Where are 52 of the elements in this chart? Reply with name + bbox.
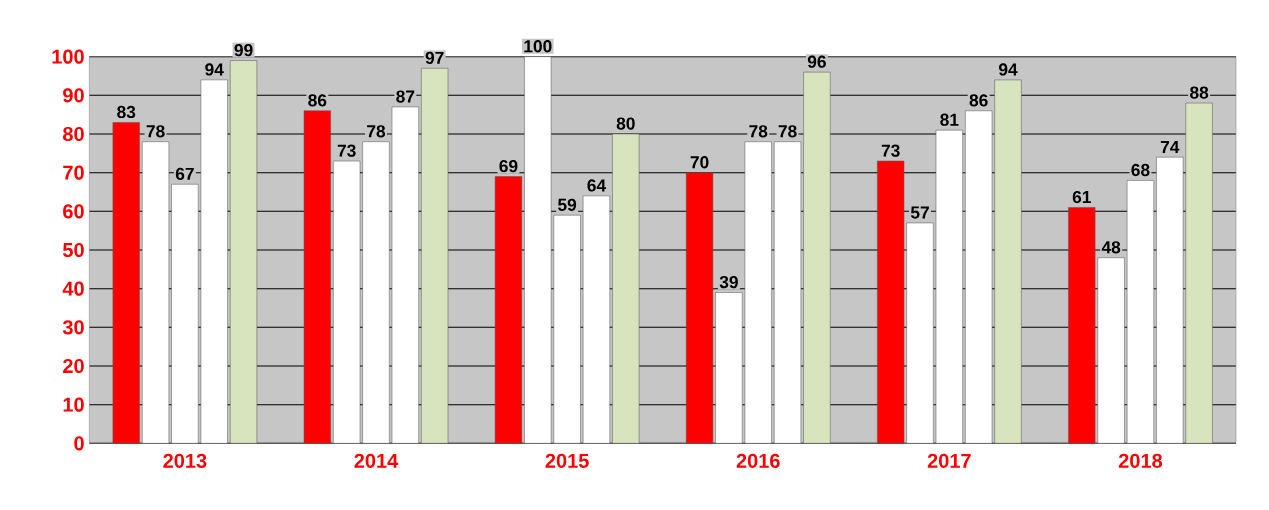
data-label: 99	[234, 43, 253, 57]
data-label: 97	[425, 51, 444, 64]
data-label: 96	[807, 55, 826, 68]
data-label: 70	[690, 156, 709, 169]
y-tick-label: 90	[63, 88, 84, 103]
data-label: 68	[1131, 163, 1150, 177]
data-label: 86	[308, 94, 327, 107]
data-label: 59	[558, 198, 577, 211]
bar	[229, 60, 258, 444]
x-tick-label: 2013	[163, 453, 207, 468]
data-label: 61	[1072, 190, 1091, 204]
data-label: 67	[175, 167, 194, 180]
data-label: 73	[881, 144, 900, 157]
data-label: 73	[337, 144, 356, 157]
data-label: 81	[940, 113, 959, 126]
y-tick-label: 50	[62, 242, 84, 258]
data-label: 94	[205, 63, 224, 76]
data-label: 86	[969, 94, 988, 107]
x-tick-label: 2016	[736, 453, 780, 468]
data-label: 57	[910, 206, 929, 219]
y-tick-label: 60	[63, 204, 84, 219]
data-label: 74	[1160, 141, 1180, 153]
y-tick-label: 0	[74, 436, 84, 451]
data-label: 78	[367, 125, 386, 138]
y-tick-label: 10	[63, 397, 84, 412]
x-tick-label: 2015	[545, 453, 589, 468]
x-tick-label: 2014	[354, 453, 399, 468]
data-label: 39	[719, 275, 738, 289]
y-tick-label: 70	[63, 165, 84, 180]
bar	[112, 122, 140, 444]
y-tick-label: 40	[62, 281, 84, 296]
bar	[421, 67, 449, 444]
data-label: 80	[616, 117, 635, 130]
data-label: 87	[396, 90, 415, 103]
data-label: 94	[998, 63, 1018, 76]
data-label: 100	[524, 40, 552, 53]
data-label: 78	[146, 125, 165, 138]
data-label: 78	[749, 125, 768, 138]
x-tick-label: 2017	[927, 453, 971, 468]
data-label: 48	[1101, 241, 1121, 254]
bar	[303, 110, 331, 444]
y-tick-label: 100	[52, 49, 84, 64]
data-label: 64	[587, 179, 606, 192]
bar	[612, 133, 640, 444]
data-label: 69	[499, 159, 518, 173]
x-tick-label: 2018	[1118, 453, 1163, 468]
y-tick-label: 80	[63, 126, 84, 142]
y-tick-label: 20	[63, 358, 84, 374]
data-label: 83	[117, 105, 136, 119]
data-label: 88	[1190, 86, 1209, 99]
data-label: 78	[778, 125, 797, 138]
y-tick-label: 30	[62, 320, 84, 335]
